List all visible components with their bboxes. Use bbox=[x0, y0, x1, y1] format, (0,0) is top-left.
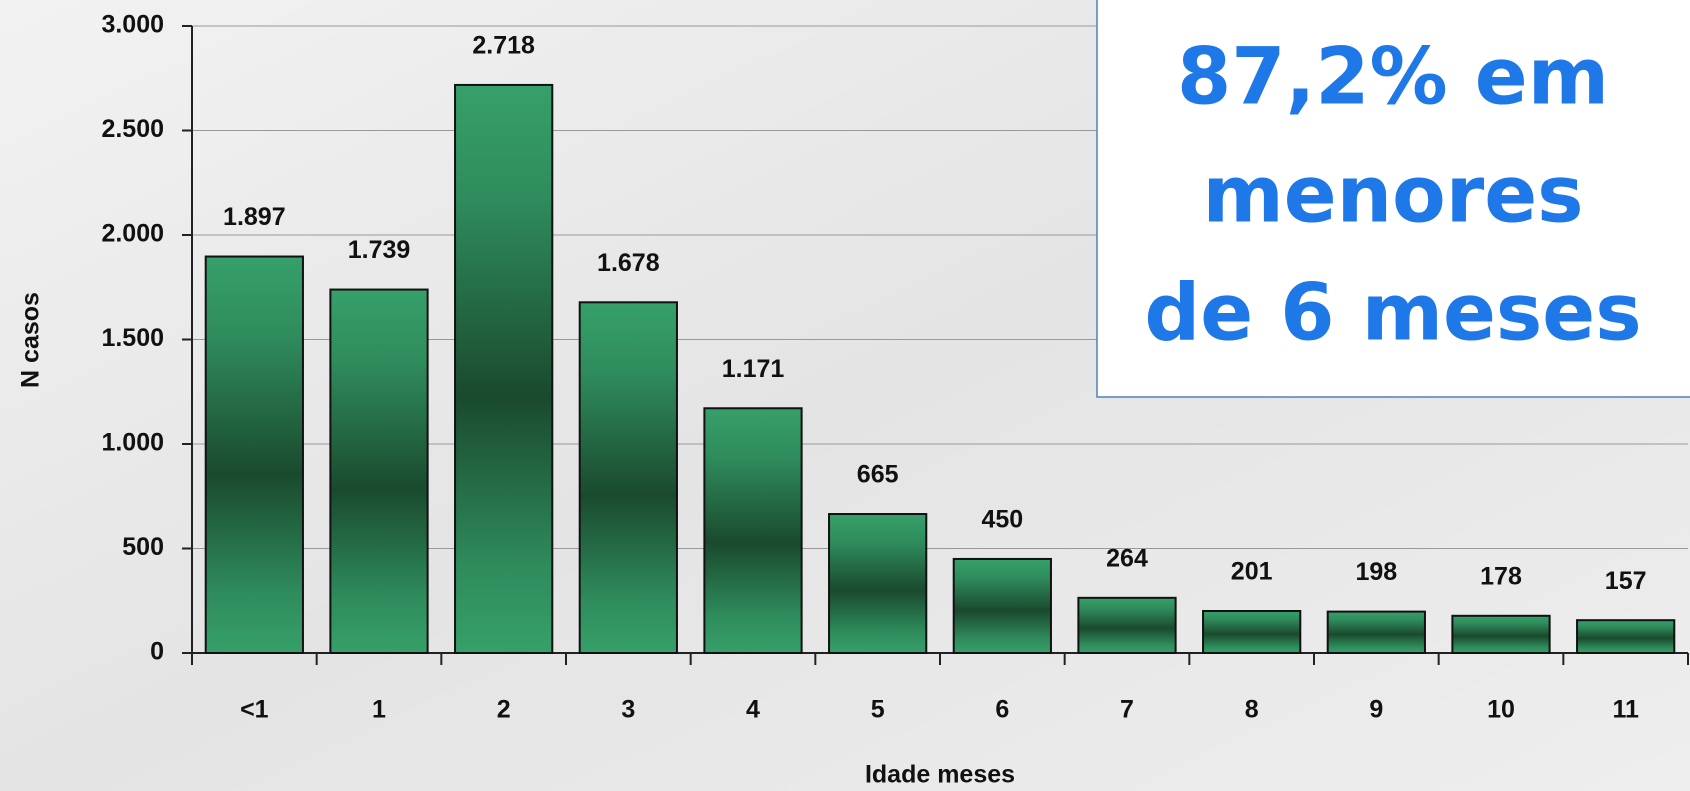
y-tick-label: 500 bbox=[122, 533, 164, 561]
bar bbox=[1326, 610, 1426, 654]
bar bbox=[1576, 619, 1676, 655]
value-label: 201 bbox=[1231, 558, 1273, 586]
x-tick-label: 4 bbox=[746, 696, 760, 724]
y-tick-label: 1.500 bbox=[101, 324, 164, 352]
value-label: 178 bbox=[1480, 562, 1522, 590]
bar bbox=[1451, 614, 1551, 654]
x-tick-label: 9 bbox=[1369, 696, 1383, 724]
x-tick-label: 3 bbox=[621, 696, 635, 724]
value-label: 264 bbox=[1106, 544, 1148, 572]
annotation-text: menores bbox=[1202, 150, 1583, 240]
bar bbox=[329, 288, 429, 654]
x-tick-label: 10 bbox=[1487, 696, 1515, 724]
value-label: 665 bbox=[857, 461, 899, 489]
y-tick-label: 0 bbox=[150, 638, 164, 666]
value-label: 1.678 bbox=[597, 249, 660, 277]
bar bbox=[578, 301, 678, 654]
annotation-text: 87,2% em bbox=[1177, 32, 1609, 122]
x-tick-label: 1 bbox=[372, 696, 386, 724]
bar bbox=[204, 255, 304, 654]
bar bbox=[1077, 596, 1177, 654]
x-tick-label: 6 bbox=[995, 696, 1009, 724]
x-tick-label: 11 bbox=[1612, 696, 1639, 724]
value-label: 1.171 bbox=[722, 355, 785, 383]
bar bbox=[952, 557, 1052, 655]
x-tick-label: 5 bbox=[871, 696, 885, 724]
annotation-box bbox=[1096, 0, 1690, 398]
x-tick-label: 8 bbox=[1245, 696, 1259, 724]
y-tick-label: 2.500 bbox=[101, 115, 164, 143]
y-axis-label: N casos bbox=[17, 292, 45, 388]
y-tick-label: 3.000 bbox=[101, 11, 164, 39]
bar bbox=[703, 407, 803, 654]
annotation-text: de 6 meses bbox=[1144, 268, 1641, 358]
bar bbox=[454, 83, 554, 655]
bar bbox=[1202, 609, 1302, 655]
bar bbox=[828, 513, 928, 655]
x-tick-label: 7 bbox=[1120, 696, 1134, 724]
value-label: 2.718 bbox=[472, 32, 535, 60]
value-label: 1.897 bbox=[223, 203, 286, 231]
value-label: 157 bbox=[1605, 567, 1647, 595]
x-tick-label: <1 bbox=[240, 696, 269, 724]
x-axis-label: Idade meses bbox=[865, 761, 1015, 789]
x-tick-label: 2 bbox=[497, 696, 511, 724]
value-label: 450 bbox=[981, 506, 1023, 534]
y-tick-label: 1.000 bbox=[101, 429, 164, 457]
value-label: 198 bbox=[1355, 558, 1397, 586]
value-label: 1.739 bbox=[348, 236, 411, 264]
y-tick-label: 2.000 bbox=[101, 220, 164, 248]
